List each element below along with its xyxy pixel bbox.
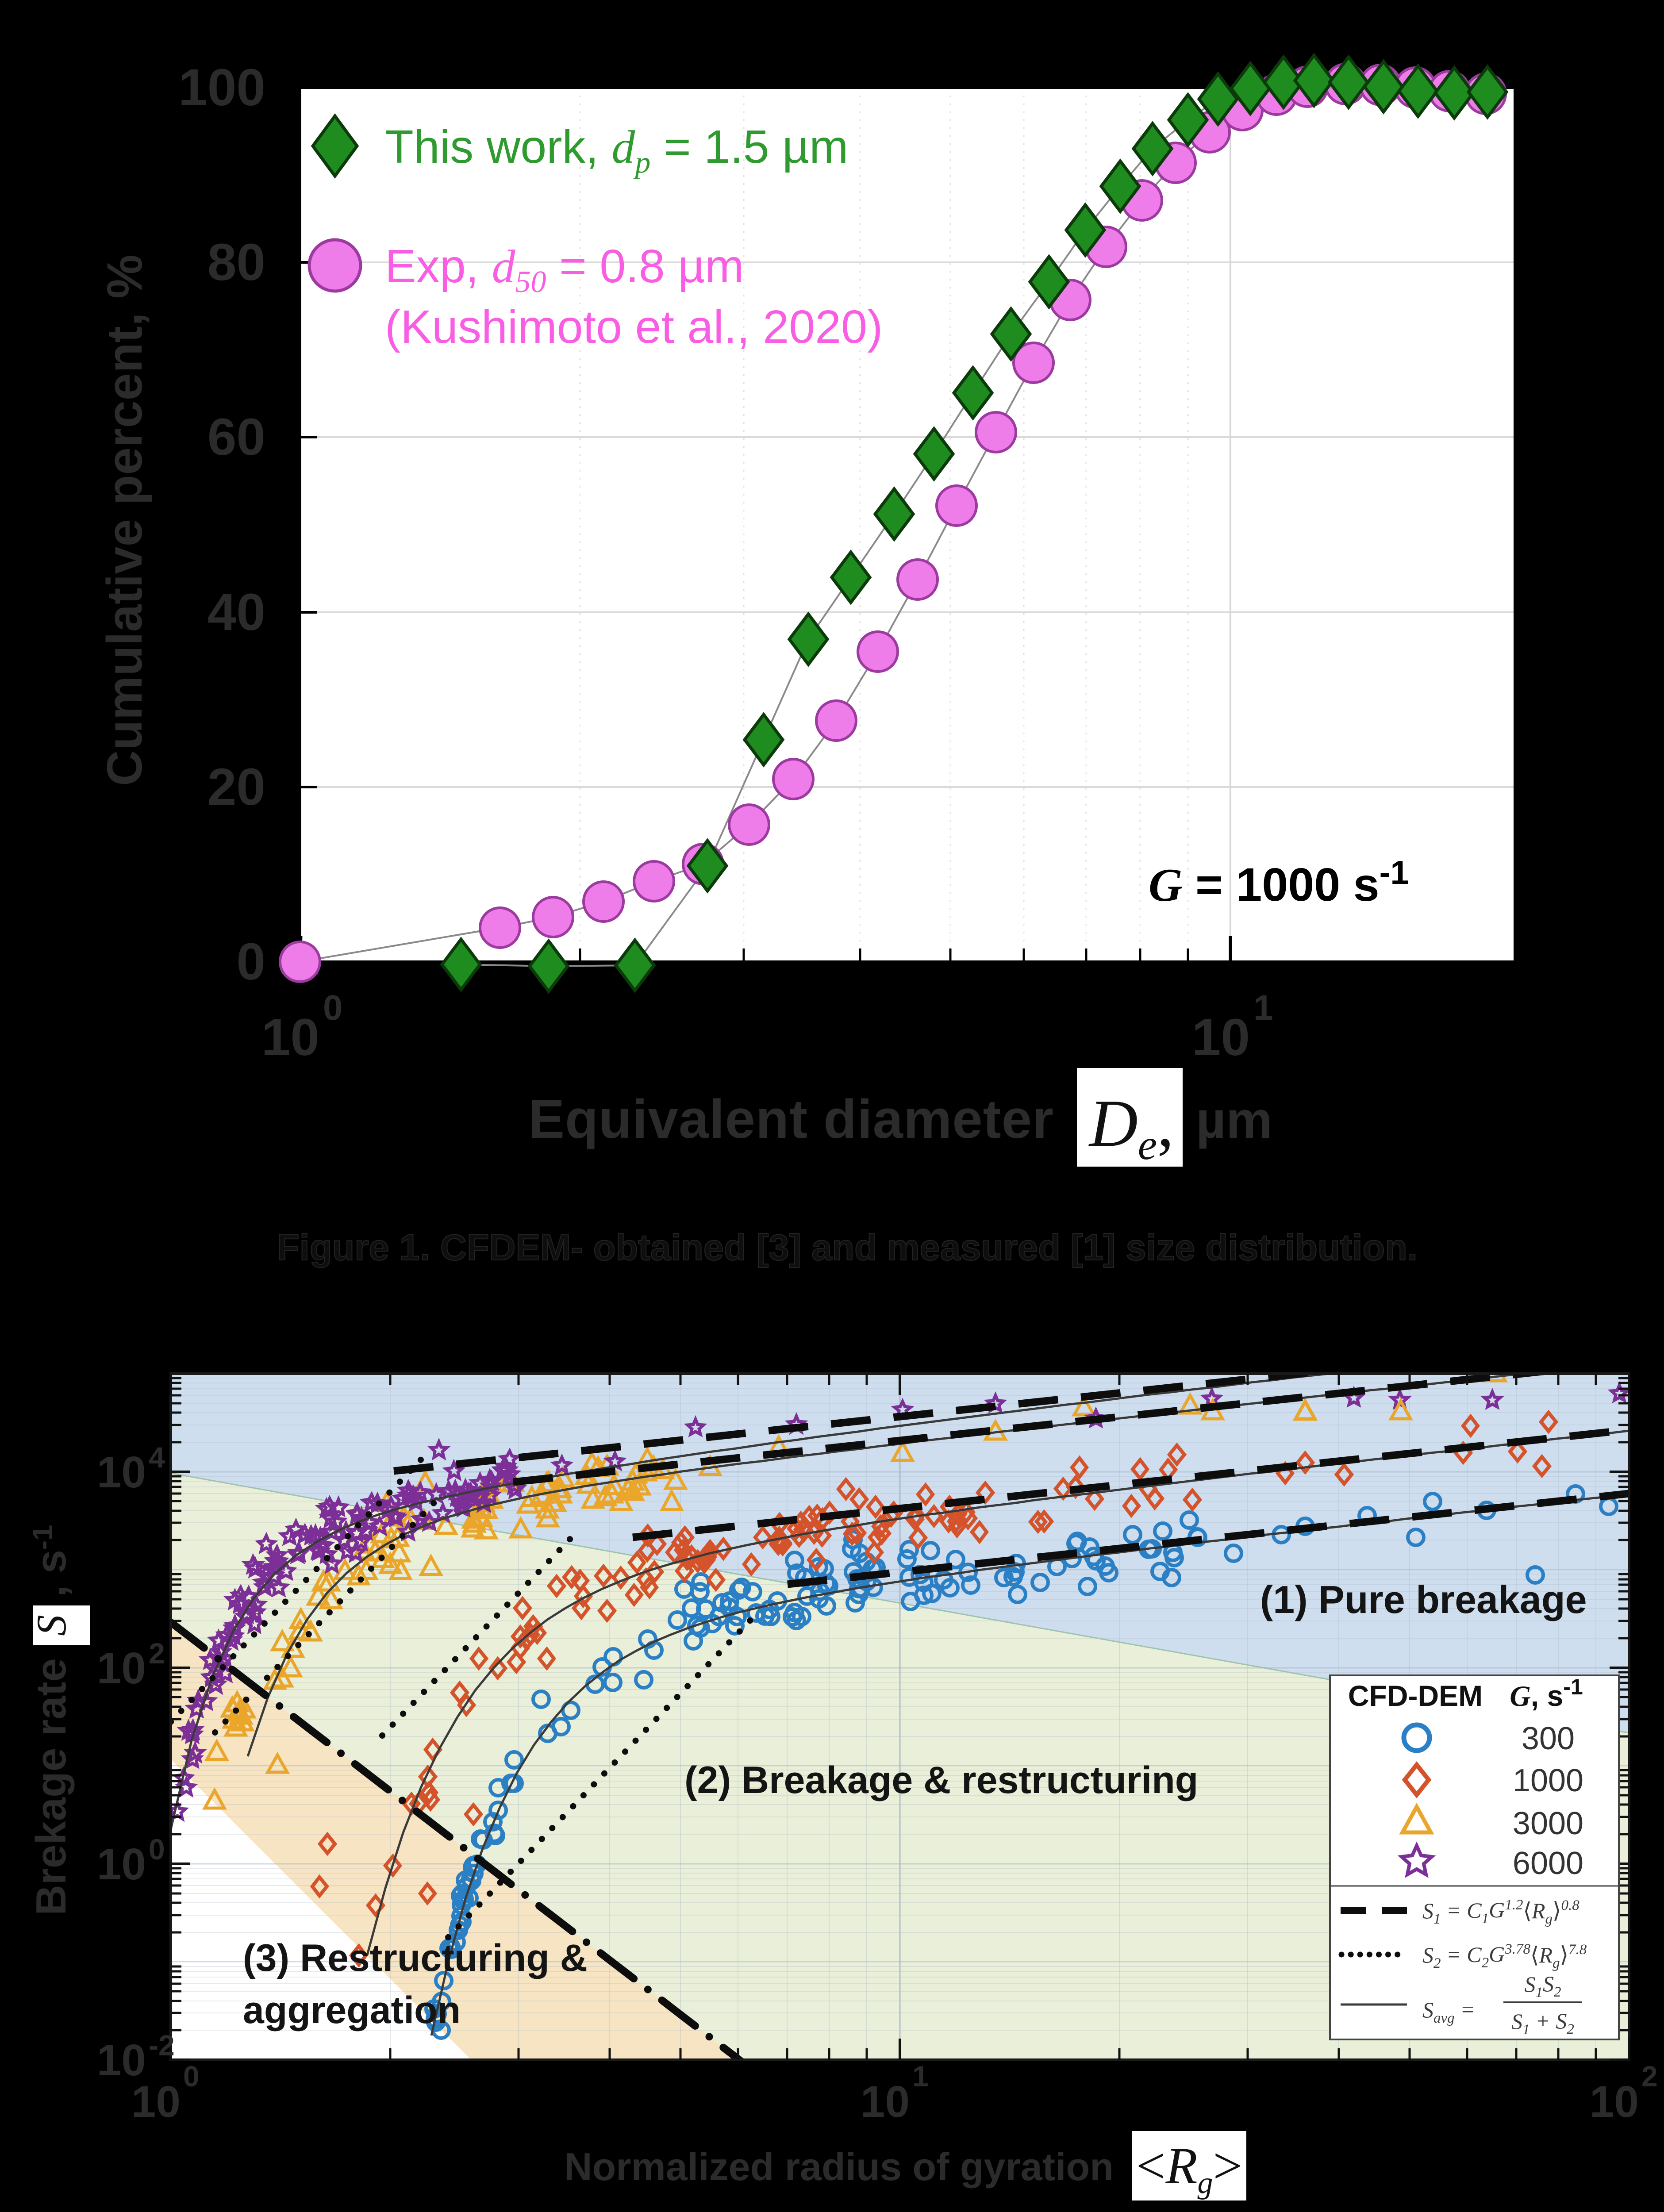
- svg-text:10: 10: [97, 1839, 146, 1889]
- svg-text:Brekage rate: Brekage rate: [27, 1658, 75, 1916]
- svg-text:40: 40: [208, 583, 265, 641]
- svg-text:10: 10: [1590, 2077, 1639, 2127]
- svg-text:S2 = C2G3.78⟨Rg⟩7.8: S2 = C2G3.78⟨Rg⟩7.8: [1422, 1941, 1587, 1971]
- svg-text:10: 10: [1192, 1008, 1250, 1067]
- svg-text:4: 4: [149, 1441, 165, 1474]
- svg-text:10: 10: [97, 2035, 146, 2085]
- svg-text:60: 60: [208, 408, 265, 466]
- svg-text:20: 20: [208, 758, 265, 816]
- svg-text:0: 0: [183, 2060, 200, 2093]
- svg-text:S1 + S2: S1 + S2: [1511, 2008, 1574, 2038]
- svg-text:Savg =: Savg =: [1422, 1997, 1475, 2026]
- svg-text:0: 0: [236, 933, 265, 991]
- svg-text:3000: 3000: [1513, 1806, 1583, 1841]
- svg-text:(Kushimoto et al., 2020): (Kushimoto et al., 2020): [385, 301, 883, 353]
- svg-text:CFD-DEM: CFD-DEM: [1348, 1679, 1483, 1712]
- svg-text:Normalized radius of gyration: Normalized radius of gyration: [564, 2145, 1114, 2189]
- svg-text:10: 10: [861, 2077, 910, 2127]
- svg-text:0: 0: [149, 1833, 165, 1866]
- svg-text:(3) Restructuring &: (3) Restructuring &: [243, 1937, 588, 1979]
- svg-text:80: 80: [208, 233, 265, 292]
- svg-text:1: 1: [912, 2060, 929, 2093]
- svg-text:S: S: [28, 1615, 75, 1636]
- svg-text:2: 2: [149, 1637, 165, 1670]
- svg-text:300: 300: [1522, 1721, 1575, 1756]
- svg-text:(2) Breakage & restructuring: (2) Breakage & restructuring: [684, 1759, 1198, 1801]
- svg-text:S1S2: S1S2: [1525, 1971, 1561, 2001]
- svg-text:10: 10: [131, 2077, 181, 2127]
- svg-text:Equivalent diameter: Equivalent diameter: [528, 1089, 1054, 1150]
- svg-text:Exp, d50 = 0.8 µm: Exp, d50 = 0.8 µm: [385, 240, 744, 299]
- svg-text:This work, dp = 1.5 µm: This work, dp = 1.5 µm: [385, 121, 848, 180]
- svg-text:2: 2: [1641, 2060, 1658, 2093]
- svg-text:10: 10: [97, 1644, 146, 1693]
- svg-text:(1) Pure breakage: (1) Pure breakage: [1260, 1578, 1587, 1621]
- svg-text:-2: -2: [149, 2029, 175, 2062]
- svg-text:G = 1000 s-1: G = 1000 s-1: [1149, 854, 1409, 911]
- svg-text:S1 = C1G1.2⟨Rg⟩0.8: S1 = C1G1.2⟨Rg⟩0.8: [1422, 1897, 1579, 1927]
- svg-text:10: 10: [97, 1448, 146, 1497]
- svg-text:aggregation: aggregation: [243, 1989, 461, 2032]
- svg-text:6000: 6000: [1513, 1846, 1583, 1881]
- svg-text:De,: De,: [1088, 1086, 1174, 1169]
- svg-text:0: 0: [323, 988, 343, 1027]
- svg-text:Figure 1. CFDEM- obtained [3]: Figure 1. CFDEM- obtained [3] and measur…: [277, 1227, 1418, 1268]
- svg-text:Cumulative percent, %: Cumulative percent, %: [97, 254, 152, 786]
- svg-text:10: 10: [261, 1008, 319, 1067]
- svg-text:100: 100: [178, 58, 265, 117]
- svg-text:µm: µm: [1196, 1091, 1272, 1149]
- svg-text:1: 1: [1253, 988, 1273, 1027]
- svg-text:1000: 1000: [1513, 1763, 1583, 1798]
- svg-text:<Rg>: <Rg>: [1136, 2137, 1242, 2200]
